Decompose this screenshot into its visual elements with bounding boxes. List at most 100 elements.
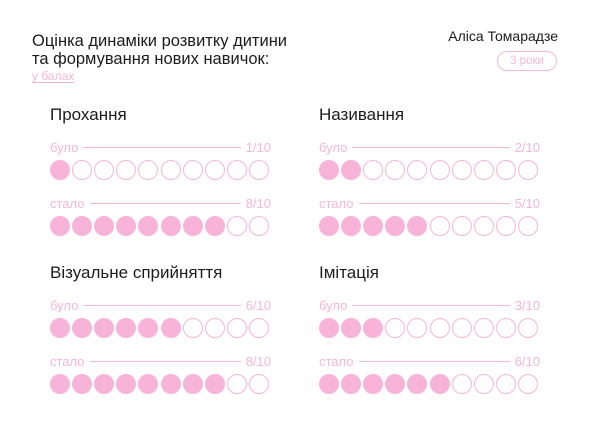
dot-filled — [72, 216, 93, 236]
row-header: було 2/10 — [319, 139, 540, 155]
dot-filled — [182, 374, 203, 394]
before-row: було 6/10 — [50, 297, 271, 338]
row-label: було — [319, 139, 348, 155]
dot-filled — [138, 318, 159, 338]
dot-empty — [517, 318, 538, 338]
dot-empty — [138, 160, 159, 180]
dot-empty — [495, 160, 516, 180]
dot-empty — [517, 374, 538, 394]
age-badge: 3 роки — [497, 51, 557, 71]
dot-filled — [407, 216, 428, 236]
dot-track — [319, 374, 540, 394]
row-header: стало 5/10 — [319, 195, 540, 211]
dot-filled — [72, 374, 93, 394]
row-header: стало 8/10 — [50, 195, 271, 211]
dot-filled — [341, 318, 362, 338]
dot-filled — [204, 374, 225, 394]
leader-line — [83, 304, 241, 306]
dot-empty — [204, 160, 225, 180]
row-label: було — [50, 139, 79, 155]
dot-empty — [363, 160, 384, 180]
dot-empty — [451, 160, 472, 180]
leader-line — [89, 360, 241, 362]
dot-filled — [319, 160, 339, 180]
dot-empty — [429, 160, 450, 180]
dot-empty — [226, 160, 247, 180]
dot-empty — [407, 318, 428, 338]
dot-filled — [429, 374, 450, 394]
after-row: стало 8/10 — [50, 353, 271, 394]
leader-line — [89, 202, 241, 204]
chart-title-line-1: Оцінка динаміки розвитку дитини — [32, 32, 288, 50]
score-label: 6/10 — [514, 353, 540, 369]
row-label: було — [50, 297, 79, 313]
score-label: 6/10 — [245, 297, 271, 313]
dot-filled — [363, 216, 384, 236]
dot-track — [319, 160, 540, 180]
dot-empty — [495, 216, 516, 236]
skill-panel: Імітація було 3/10 стало 6/10 — [319, 262, 540, 394]
leader-line — [83, 146, 241, 148]
row-header: було 3/10 — [319, 297, 540, 313]
dot-empty — [385, 160, 406, 180]
row-label: стало — [319, 195, 354, 211]
dot-empty — [495, 318, 516, 338]
dot-empty — [385, 318, 406, 338]
dot-filled — [385, 216, 406, 236]
dot-filled — [50, 160, 70, 180]
dot-filled — [116, 216, 137, 236]
after-row: стало 5/10 — [319, 195, 540, 236]
dot-empty — [429, 216, 450, 236]
dot-filled — [160, 318, 181, 338]
skill-title: Називання — [319, 105, 405, 124]
row-header: стало 8/10 — [50, 353, 271, 369]
dot-filled — [182, 216, 203, 236]
dot-filled — [116, 318, 137, 338]
dot-filled — [160, 374, 181, 394]
before-row: було 1/10 — [50, 139, 271, 180]
row-label: було — [319, 297, 348, 313]
units-note: у балах — [32, 69, 75, 83]
dot-empty — [473, 374, 494, 394]
dot-empty — [473, 318, 494, 338]
dot-filled — [341, 374, 362, 394]
dot-filled — [319, 374, 339, 394]
dot-empty — [248, 160, 269, 180]
row-header: було 1/10 — [50, 139, 271, 155]
dot-empty — [473, 160, 494, 180]
score-label: 3/10 — [514, 297, 540, 313]
dot-empty — [248, 216, 269, 236]
dot-filled — [204, 216, 225, 236]
before-row: було 3/10 — [319, 297, 540, 338]
dot-track — [50, 160, 271, 180]
dot-filled — [385, 374, 406, 394]
dot-empty — [116, 160, 137, 180]
before-row: було 2/10 — [319, 139, 540, 180]
leader-line — [358, 202, 510, 204]
author-name: Аліса Томарадзе — [448, 28, 558, 44]
skill-title: Візуальне сприйняття — [50, 263, 223, 282]
leader-line — [352, 146, 510, 148]
chart-title-line-2: та формування нових навичок: — [32, 50, 270, 68]
dot-filled — [50, 216, 70, 236]
dot-filled — [138, 374, 159, 394]
row-label: стало — [50, 353, 85, 369]
dot-empty — [182, 160, 203, 180]
leader-line — [358, 360, 510, 362]
dot-filled — [116, 374, 137, 394]
row-label: стало — [50, 195, 85, 211]
dot-empty — [451, 374, 472, 394]
dot-empty — [226, 216, 247, 236]
dot-empty — [72, 160, 93, 180]
dot-empty — [248, 318, 269, 338]
row-header: було 6/10 — [50, 297, 271, 313]
score-label: 2/10 — [514, 139, 540, 155]
after-row: стало 6/10 — [319, 353, 540, 394]
dot-filled — [50, 318, 70, 338]
score-label: 8/10 — [245, 195, 271, 211]
dot-filled — [72, 318, 93, 338]
dot-empty — [451, 318, 472, 338]
dot-empty — [182, 318, 203, 338]
dot-filled — [94, 216, 115, 236]
skill-panel: Прохання було 1/10 стало 8/10 — [50, 104, 271, 236]
